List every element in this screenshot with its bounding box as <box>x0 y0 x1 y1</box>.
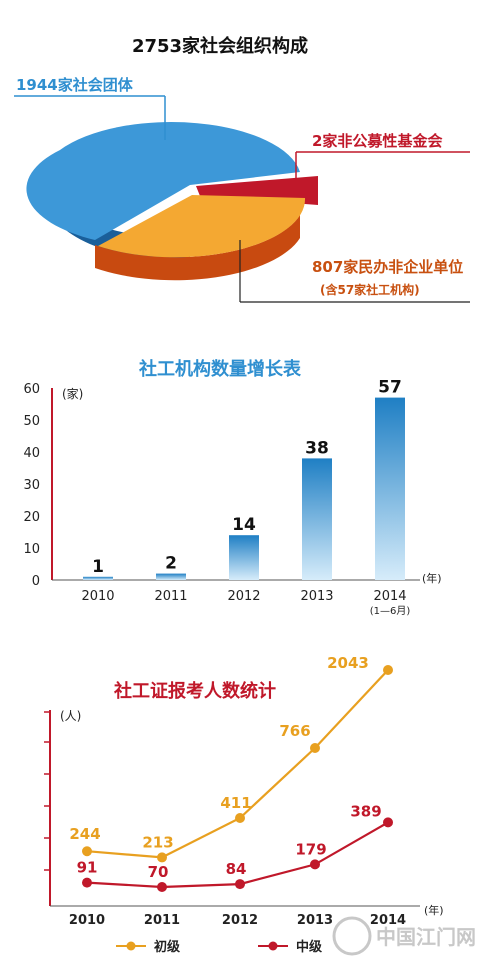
bar-x-tick-label: 2013 <box>300 589 333 604</box>
line-point <box>310 859 320 870</box>
pie-title: 2753家社会组织构成 <box>132 35 308 57</box>
pie-slice-social-groups <box>26 122 301 240</box>
line-point <box>383 665 393 675</box>
line-chart: 社工证报考人数统计 (人) (年) 2010 2011 2012 2013 2014 24… <box>44 654 444 955</box>
line-point <box>310 743 320 753</box>
bar-value-label: 38 <box>305 438 329 458</box>
pie-chart: 2753家社会组织构成 1944家社会团体 2家非公募性基金会 807家民办非企… <box>14 35 470 303</box>
line-value-label: 84 <box>226 860 247 878</box>
bar-y-tick-label: 0 <box>32 574 40 589</box>
watermark: 中国江门网 <box>332 916 476 956</box>
bar-x-tick-label: 2010 <box>81 589 114 604</box>
line-value-label: 179 <box>295 840 326 858</box>
line-layer: 2010 2011 2012 2013 2014 244 213 411 766 2043 91 70… <box>69 654 406 928</box>
bar-layer: 0 10 20 30 40 50 60 1 2010 2 2011 14 2012 38 2013 57 201… <box>23 378 410 617</box>
line-value-label: 91 <box>77 859 98 877</box>
line-point <box>82 877 92 888</box>
line-point <box>235 813 245 823</box>
bar <box>83 576 113 580</box>
line-value-label: 389 <box>350 802 381 820</box>
bar-y-tick-label: 20 <box>23 510 40 525</box>
bar-x-unit: (年) <box>422 571 442 585</box>
pie-label-social-groups: 1944家社会团体 <box>16 76 134 94</box>
bar-y-tick-label: 10 <box>23 542 40 557</box>
line-value-label: 244 <box>69 825 100 843</box>
bar-x-tick-label: 2011 <box>154 589 187 604</box>
line-point <box>383 817 393 828</box>
line-point <box>235 879 245 890</box>
line-x-unit: (年) <box>424 903 444 917</box>
watermark-text: 中国江门网 <box>376 925 476 949</box>
bar-y-tick-label: 30 <box>23 478 40 493</box>
watermark-logo-icon <box>332 916 372 956</box>
bar <box>375 397 405 580</box>
bar-x-tick-note: (1—6月) <box>370 605 411 617</box>
pie-label-foundations: 2家非公募性基金会 <box>312 132 442 150</box>
bar-chart: 社工机构数量增长表 (家) (年) 0 10 20 30 40 50 60 1 2010 2 201… <box>23 358 441 617</box>
line-value-label: 70 <box>148 863 169 881</box>
legend-label-intermediate: 中级 <box>296 939 323 955</box>
bar <box>229 535 259 580</box>
legend-marker-intermediate <box>268 941 278 951</box>
line-point <box>157 852 167 863</box>
line-value-label: 2043 <box>327 654 369 672</box>
legend-marker-primary <box>126 941 136 951</box>
pie-slice-private-nonenterprise <box>98 195 306 258</box>
pie-sublabel-social-work-orgs: (含57家社工机构) <box>320 282 420 297</box>
bar-title: 社工机构数量增长表 <box>139 358 302 380</box>
pie-label-private-nonenterprise: 807家民办非企业单位 <box>312 258 463 276</box>
line-value-label: 213 <box>142 833 173 851</box>
line-title: 社工证报考人数统计 <box>114 680 276 702</box>
bar-y-tick-label: 40 <box>23 446 40 461</box>
bar-y-unit: (家) <box>62 386 83 401</box>
line-x-tick-label: 2011 <box>144 913 180 928</box>
bar-value-label: 1 <box>92 557 104 577</box>
bar-x-tick-label: 2012 <box>227 589 260 604</box>
line-y-unit: (人) <box>60 709 81 723</box>
line-point <box>82 846 92 857</box>
line-value-label: 766 <box>279 722 310 740</box>
bar-value-label: 2 <box>165 554 177 574</box>
line-y-ticks <box>44 711 50 871</box>
line-x-tick-label: 2013 <box>297 913 333 928</box>
bar-value-label: 57 <box>378 378 402 398</box>
legend-label-primary: 初级 <box>154 939 181 955</box>
bar-x-tick-label: 2014 <box>373 589 406 604</box>
line-x-tick-label: 2012 <box>222 913 258 928</box>
line-value-label: 411 <box>220 794 251 812</box>
line-legend: 初级 中级 <box>116 939 323 955</box>
bar <box>156 573 186 580</box>
bar-y-tick-label: 50 <box>23 414 40 429</box>
bar-y-tick-label: 60 <box>23 382 40 397</box>
bar <box>302 458 332 580</box>
pie-slice-orange-rim <box>95 215 300 281</box>
line-x-tick-label: 2010 <box>69 913 105 928</box>
bar-value-label: 14 <box>232 515 256 535</box>
line-x-tick-label: 2014 <box>370 913 406 928</box>
line-point <box>157 882 167 892</box>
